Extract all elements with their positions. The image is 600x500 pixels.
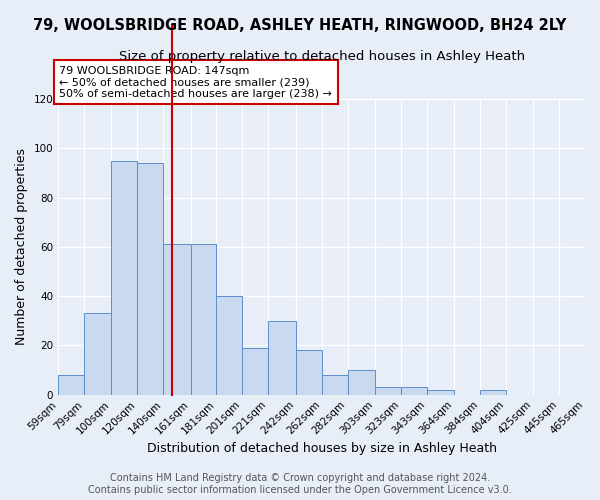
Bar — [268, 321, 296, 394]
Bar — [401, 388, 427, 394]
Bar — [58, 375, 84, 394]
Bar — [322, 375, 347, 394]
Bar — [112, 160, 137, 394]
Text: 79 WOOLSBRIDGE ROAD: 147sqm
← 50% of detached houses are smaller (239)
50% of se: 79 WOOLSBRIDGE ROAD: 147sqm ← 50% of det… — [59, 66, 332, 99]
Bar — [375, 388, 401, 394]
Text: 79, WOOLSBRIDGE ROAD, ASHLEY HEATH, RINGWOOD, BH24 2LY: 79, WOOLSBRIDGE ROAD, ASHLEY HEATH, RING… — [34, 18, 566, 32]
Bar — [242, 348, 268, 395]
Title: Size of property relative to detached houses in Ashley Heath: Size of property relative to detached ho… — [119, 50, 524, 63]
Bar — [191, 244, 217, 394]
Bar — [480, 390, 506, 394]
X-axis label: Distribution of detached houses by size in Ashley Heath: Distribution of detached houses by size … — [146, 442, 497, 455]
Bar — [163, 244, 191, 394]
Bar — [84, 314, 112, 394]
Bar — [217, 296, 242, 394]
Bar — [296, 350, 322, 395]
Bar — [137, 163, 163, 394]
Text: Contains HM Land Registry data © Crown copyright and database right 2024.
Contai: Contains HM Land Registry data © Crown c… — [88, 474, 512, 495]
Bar — [427, 390, 454, 394]
Bar — [347, 370, 375, 394]
Y-axis label: Number of detached properties: Number of detached properties — [15, 148, 28, 346]
